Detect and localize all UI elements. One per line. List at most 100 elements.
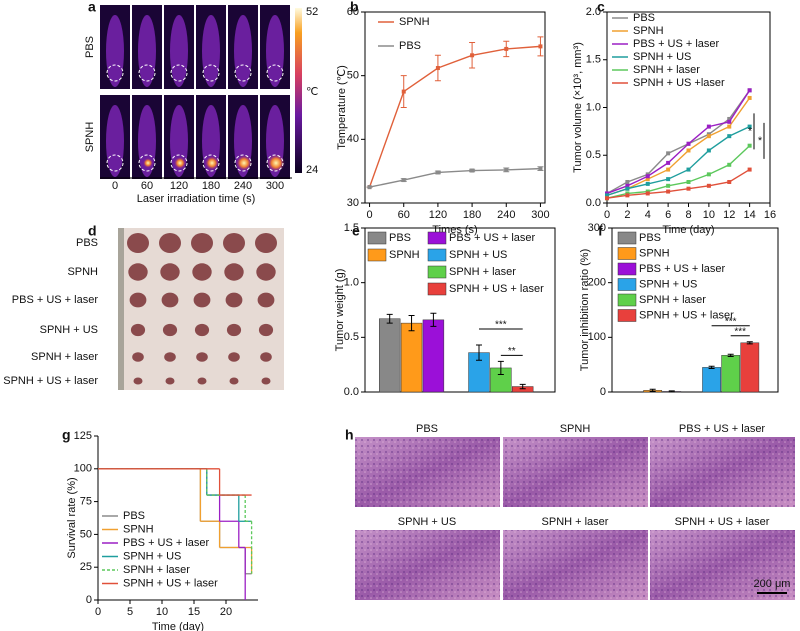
tumor — [260, 352, 272, 362]
row-label: PBS — [84, 36, 96, 58]
legend-label: SPNH + US — [639, 278, 697, 290]
error-bar — [503, 40, 510, 58]
tumor-ring — [266, 154, 284, 172]
x-tick-label: 60 — [398, 209, 410, 221]
marker — [727, 179, 732, 184]
line — [606, 125, 750, 197]
tumor — [164, 352, 176, 362]
panel-label: c — [597, 0, 605, 15]
histology-texture — [650, 530, 795, 600]
tumor-ring — [266, 64, 284, 82]
marker — [666, 183, 671, 188]
line — [368, 45, 541, 188]
scale-label: 200 μm — [754, 578, 791, 590]
tumor — [130, 323, 146, 337]
legend-swatch — [427, 248, 447, 262]
marker — [605, 193, 609, 198]
error-bar — [537, 166, 544, 172]
annotation: *** — [734, 326, 746, 337]
row-label: SPNH + laser — [31, 351, 98, 363]
error-bar — [469, 42, 476, 69]
plot-frame — [611, 227, 779, 393]
x-tick-label: 10 — [703, 209, 715, 221]
line — [606, 145, 751, 199]
histology-texture — [650, 437, 795, 507]
tumor-ring — [234, 154, 252, 172]
legend-swatch — [427, 265, 447, 279]
marker — [645, 191, 650, 196]
tumor — [257, 292, 275, 308]
legend-label: PBS — [639, 232, 661, 244]
error-bar — [434, 170, 441, 175]
y-tick-label: 40 — [347, 133, 359, 145]
time-label: 180 — [202, 180, 220, 192]
legend-label: PBS — [633, 12, 655, 24]
legend-label: PBS + US + laser — [639, 263, 726, 275]
error-bar — [430, 312, 437, 327]
error-bar — [434, 54, 441, 82]
annotation: *** — [495, 320, 507, 331]
image-label: PBS + US + laser — [679, 423, 766, 435]
hot-spot — [205, 156, 219, 170]
x-tick-label: 8 — [685, 209, 691, 221]
tumor — [127, 233, 149, 253]
error-bar — [708, 365, 715, 369]
y-tick-label: 50 — [347, 70, 359, 82]
bar — [721, 355, 741, 393]
legend-label: SPNH — [633, 25, 664, 37]
y-tick-label: 75 — [80, 496, 92, 508]
error-bar — [469, 168, 476, 173]
row-label: SPNH — [67, 266, 98, 278]
image-label: SPNH + laser — [542, 516, 609, 528]
x-tick-label: 4 — [645, 209, 651, 221]
row-label: PBS — [76, 237, 98, 249]
x-tick-label: 240 — [497, 209, 515, 221]
x-axis-label: Time (day) — [662, 224, 714, 236]
legend-label: SPNH + US + laser — [639, 309, 734, 321]
tumor — [161, 292, 179, 308]
marker — [686, 141, 691, 146]
legend-label: SPNH + US — [449, 249, 507, 261]
marker — [605, 196, 609, 201]
legend-swatch — [617, 262, 637, 276]
legend-swatch — [617, 278, 637, 291]
x-axis-label: Time (day) — [152, 621, 204, 631]
tumor — [133, 377, 143, 385]
y-tick-label: 1.0 — [586, 101, 601, 113]
tumor — [160, 263, 180, 281]
tumor-ring — [170, 154, 188, 172]
tumor-ring — [202, 64, 220, 82]
marker — [747, 143, 752, 148]
time-label: 240 — [234, 180, 252, 192]
tumor — [132, 352, 144, 362]
legend-label: SPNH + US +laser — [633, 77, 725, 89]
error-bar — [497, 360, 504, 376]
histology-texture — [503, 530, 648, 600]
error-bar — [503, 167, 510, 173]
y-tick-label: 2.0 — [586, 6, 601, 18]
photo — [118, 228, 284, 390]
y-tick-label: 60 — [347, 6, 359, 18]
marker — [747, 167, 752, 172]
marker — [666, 189, 671, 194]
legend-label: SPNH + laser — [639, 294, 706, 306]
colorbar-label: 24 — [306, 164, 318, 176]
marker — [747, 88, 752, 93]
tumor — [261, 377, 271, 385]
legend-label: SPNH — [399, 16, 430, 28]
error-bar — [400, 75, 407, 108]
x-tick-label: 6 — [665, 209, 671, 221]
legend-label: SPNH + US — [633, 51, 691, 63]
bar — [422, 319, 445, 393]
y-tick-label: 0.0 — [344, 386, 359, 398]
marker — [706, 172, 711, 177]
annotation: ** — [508, 346, 516, 357]
error-bar — [649, 388, 656, 392]
tumor — [228, 352, 240, 362]
error-bar — [476, 344, 482, 361]
legend-label: SPNH + US + laser — [449, 283, 544, 295]
tumor — [159, 233, 181, 253]
marker — [625, 193, 630, 198]
panel-label: e — [352, 223, 360, 239]
error-bar — [386, 313, 393, 324]
